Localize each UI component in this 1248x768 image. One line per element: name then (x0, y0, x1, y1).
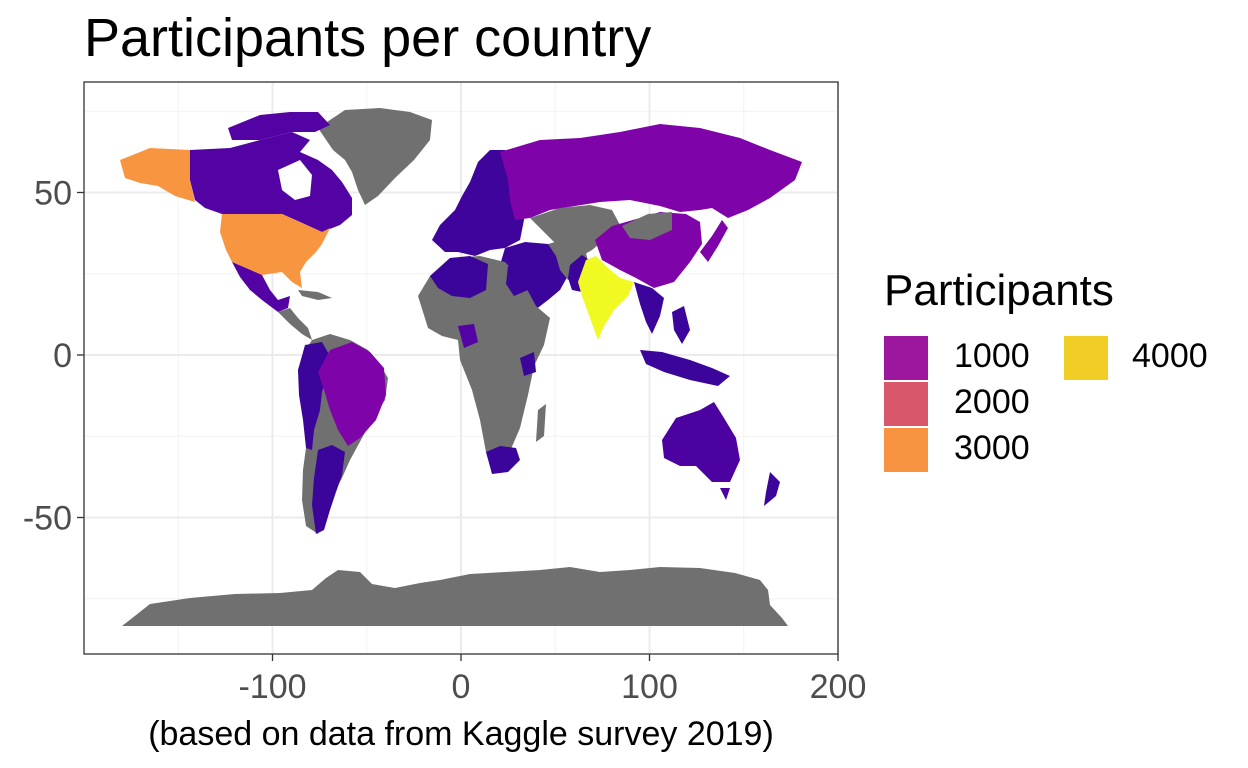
region-australia (662, 402, 740, 482)
legend-label-3000: 3000 (954, 429, 1030, 467)
region-europe (432, 150, 524, 256)
region-china (595, 212, 702, 288)
y-tick-label: 0 (53, 337, 72, 375)
region-canada (190, 132, 352, 232)
legend-label-4000: 4000 (1132, 337, 1208, 375)
region-mexico (232, 262, 290, 312)
legend-key-2000 (884, 382, 928, 426)
region-egypt (506, 266, 528, 296)
region-kenya (520, 352, 536, 376)
region-usa (220, 214, 330, 288)
region-russia (500, 124, 802, 220)
y-tick-label: 50 (34, 175, 72, 213)
water-hudson-bay (278, 160, 312, 200)
region-south-africa (486, 446, 520, 474)
region-tasmania (720, 488, 730, 500)
region-caribbean (298, 290, 332, 300)
region-alaska (120, 148, 195, 202)
legend-key-3000 (884, 428, 928, 472)
region-central-america (278, 308, 312, 340)
region-new-zealand (764, 472, 780, 506)
region-north-africa (430, 256, 488, 298)
x-tick-label: 200 (810, 668, 867, 706)
region-nigeria (458, 324, 478, 348)
legend-title: Participants (884, 266, 1114, 315)
region-africa (418, 256, 550, 472)
x-tick-label: 0 (452, 668, 471, 706)
region-southeast-asia (634, 282, 664, 334)
region-argentina (312, 445, 345, 534)
region-japan (700, 220, 728, 262)
region-india (578, 256, 634, 340)
region-madagascar (536, 404, 546, 442)
region-mongolia (622, 212, 672, 240)
region-philippines (672, 306, 690, 344)
region-indonesia (640, 350, 730, 386)
x-axis-caption: (based on data from Kaggle survey 2019) (148, 715, 774, 753)
region-antarctica (122, 567, 788, 626)
legend-label-2000: 2000 (954, 383, 1030, 421)
y-tick-label: -50 (23, 500, 72, 538)
country-shapes (120, 108, 802, 626)
legend-key-4000 (1064, 336, 1108, 380)
legend-label-1000: 1000 (954, 337, 1030, 375)
region-brazil (318, 342, 386, 446)
axes: -100 0 100 200 -50 0 50 (23, 175, 867, 707)
x-tick-label: -100 (238, 668, 306, 706)
chart-title: Participants per country (84, 8, 652, 68)
region-greenland (318, 108, 432, 205)
region-canada-islands (228, 112, 330, 140)
x-tick-label: 100 (621, 668, 678, 706)
legend-key-1000 (884, 336, 928, 380)
